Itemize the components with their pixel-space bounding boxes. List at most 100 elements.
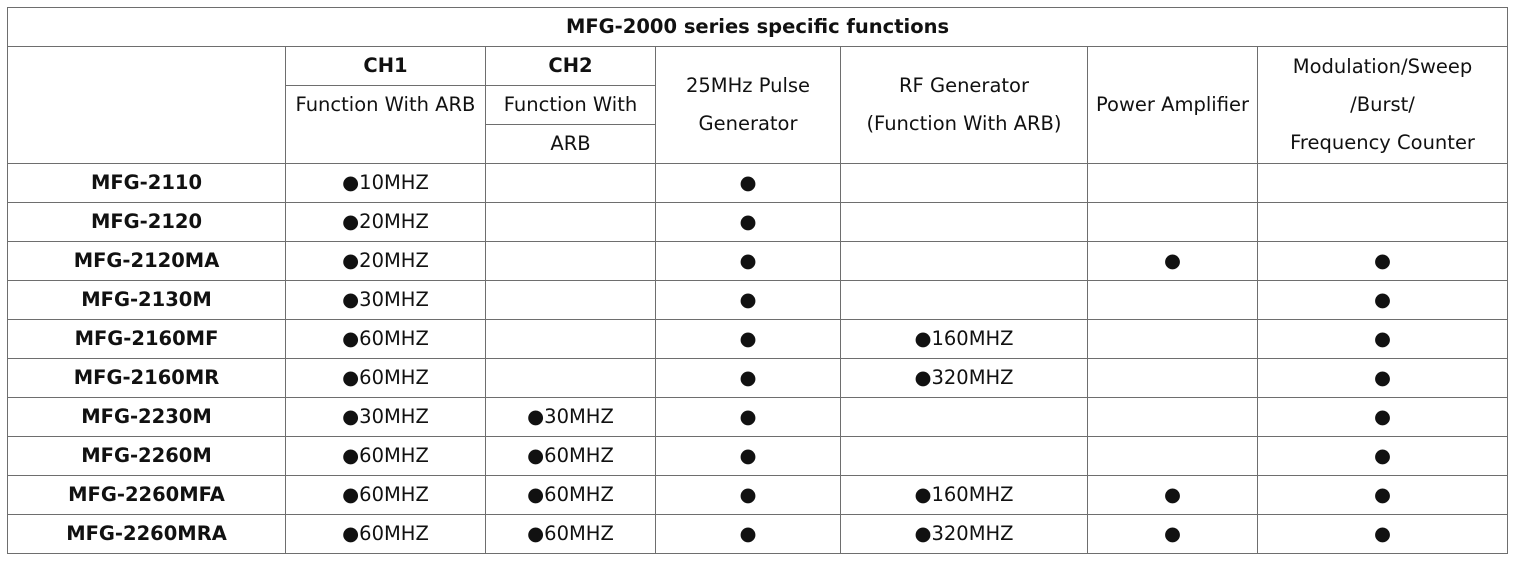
power-cell <box>1087 280 1258 320</box>
header-ch2-sub-line2: ARB <box>485 124 656 164</box>
header-mod-line1: Modulation/Sweep <box>1292 55 1473 78</box>
ch2-cell <box>485 202 656 242</box>
table-row: MFG-2120 ●20MHZ ● <box>7 202 1509 242</box>
mod-cell: ● <box>1256 280 1509 320</box>
rf-cell <box>840 397 1088 437</box>
model-cell: MFG-2260M <box>7 436 286 476</box>
model-cell: MFG-2230M <box>7 397 286 437</box>
power-cell: ● <box>1087 514 1258 554</box>
ch2-cell: ●60MHZ <box>485 436 656 476</box>
ch1-cell: ●60MHZ <box>285 319 486 359</box>
header-power-amplifier: Power Amplifier <box>1087 46 1258 164</box>
power-cell <box>1087 397 1258 437</box>
model-cell: MFG-2260MRA <box>7 514 286 554</box>
mod-cell: ● <box>1256 514 1509 554</box>
header-ch2: CH2 <box>485 46 656 86</box>
ch1-cell: ●60MHZ <box>285 475 486 515</box>
header-rf-line1: RF Generator <box>899 74 1029 97</box>
mod-cell: ● <box>1256 358 1509 398</box>
ch2-cell <box>485 280 656 320</box>
mod-cell: ● <box>1256 319 1509 359</box>
ch1-cell: ●30MHZ <box>285 280 486 320</box>
pulse-cell: ● <box>655 436 841 476</box>
rf-cell <box>840 163 1088 203</box>
ch2-cell <box>485 319 656 359</box>
model-cell: MFG-2260MFA <box>7 475 286 515</box>
header-ch2-sub-line1: Function With <box>485 85 656 125</box>
power-cell: ● <box>1087 241 1258 281</box>
ch1-cell: ●60MHZ <box>285 436 486 476</box>
ch1-cell: ●20MHZ <box>285 202 486 242</box>
table-body: MFG-2000 series specific functions CH1 C… <box>6 7 1509 554</box>
spec-table: MFG-2000 series specific functions CH1 C… <box>6 7 1509 554</box>
mod-cell: ● <box>1256 475 1509 515</box>
rf-cell <box>840 241 1088 281</box>
ch1-cell: ●10MHZ <box>285 163 486 203</box>
mod-cell <box>1256 163 1509 203</box>
header-row-2: Function With ARB Function With <box>8 85 1508 164</box>
model-cell: MFG-2120 <box>7 202 286 242</box>
table-title: MFG-2000 series specific functions <box>6 7 1509 47</box>
rf-cell: ●160MHZ <box>840 475 1088 515</box>
table-row: MFG-2120MA ●20MHZ ● ● ● <box>7 241 1509 281</box>
mod-cell <box>1256 202 1509 242</box>
ch2-cell: ●60MHZ <box>485 475 656 515</box>
ch2-cell: ●60MHZ <box>485 514 656 554</box>
ch2-cell <box>485 358 656 398</box>
mod-cell: ● <box>1256 241 1509 281</box>
header-ch1: CH1 <box>285 46 486 86</box>
table-row: MFG-2110 ●10MHZ ● <box>7 163 1509 203</box>
model-cell: MFG-2160MR <box>7 358 286 398</box>
header-mod-line2: /Burst/ <box>1350 93 1415 116</box>
rf-cell: ●320MHZ <box>840 358 1088 398</box>
ch2-cell <box>485 241 656 281</box>
rf-cell <box>840 202 1088 242</box>
ch1-cell: ●60MHZ <box>285 358 486 398</box>
power-cell <box>1087 319 1258 359</box>
table-row: MFG-2260MRA ●60MHZ ●60MHZ ● ●320MHZ ● ● <box>7 514 1509 554</box>
header-pulse-generator: 25MHz Pulse Generator <box>655 46 841 164</box>
table-row: MFG-2260MFA ●60MHZ ●60MHZ ● ●160MHZ ● ● <box>7 475 1509 515</box>
power-cell <box>1087 163 1258 203</box>
ch1-cell: ●60MHZ <box>285 514 486 554</box>
power-cell: ● <box>1087 475 1258 515</box>
model-cell: MFG-2160MF <box>7 319 286 359</box>
model-cell: MFG-2110 <box>7 163 286 203</box>
pulse-cell: ● <box>655 241 841 281</box>
ch1-cell: ●30MHZ <box>285 397 486 437</box>
rf-cell: ●320MHZ <box>840 514 1088 554</box>
ch2-cell <box>485 163 656 203</box>
table-row: MFG-2230M ●30MHZ ●30MHZ ● ● <box>7 397 1509 437</box>
power-cell <box>1087 202 1258 242</box>
model-cell: MFG-2130M <box>7 280 286 320</box>
header-mod-line3: Frequency Counter <box>1290 131 1475 154</box>
table-row: MFG-2130M ●30MHZ ● ● <box>7 280 1509 320</box>
model-cell: MFG-2120MA <box>7 241 286 281</box>
rf-cell <box>840 436 1088 476</box>
pulse-cell: ● <box>655 280 841 320</box>
pulse-cell: ● <box>655 397 841 437</box>
power-cell <box>1087 358 1258 398</box>
power-cell <box>1087 436 1258 476</box>
rf-cell: ●160MHZ <box>840 319 1088 359</box>
header-rf-generator: RF Generator (Function With ARB) <box>840 46 1088 164</box>
pulse-cell: ● <box>655 319 841 359</box>
title-row: MFG-2000 series specific functions <box>6 7 1509 47</box>
ch2-cell: ●30MHZ <box>485 397 656 437</box>
pulse-cell: ● <box>655 475 841 515</box>
header-row-1: CH1 CH2 25MHz Pulse Generator RF Generat… <box>7 46 1509 164</box>
mod-cell: ● <box>1256 436 1509 476</box>
mod-cell: ● <box>1256 397 1509 437</box>
pulse-cell: ● <box>655 514 841 554</box>
header-modulation: Modulation/Sweep /Burst/ Frequency Count… <box>1256 46 1509 164</box>
table-row: MFG-2260M ●60MHZ ●60MHZ ● ● <box>7 436 1509 476</box>
header-rf-line2: (Function With ARB) <box>866 112 1062 135</box>
ch1-cell: ●20MHZ <box>285 241 486 281</box>
pulse-cell: ● <box>655 163 841 203</box>
pulse-cell: ● <box>655 202 841 242</box>
header-ch1-sub: Function With ARB <box>285 85 486 164</box>
header-model-blank <box>7 46 286 164</box>
table-row: MFG-2160MF ●60MHZ ● ●160MHZ ● <box>7 319 1509 359</box>
rf-cell <box>840 280 1088 320</box>
pulse-cell: ● <box>655 358 841 398</box>
